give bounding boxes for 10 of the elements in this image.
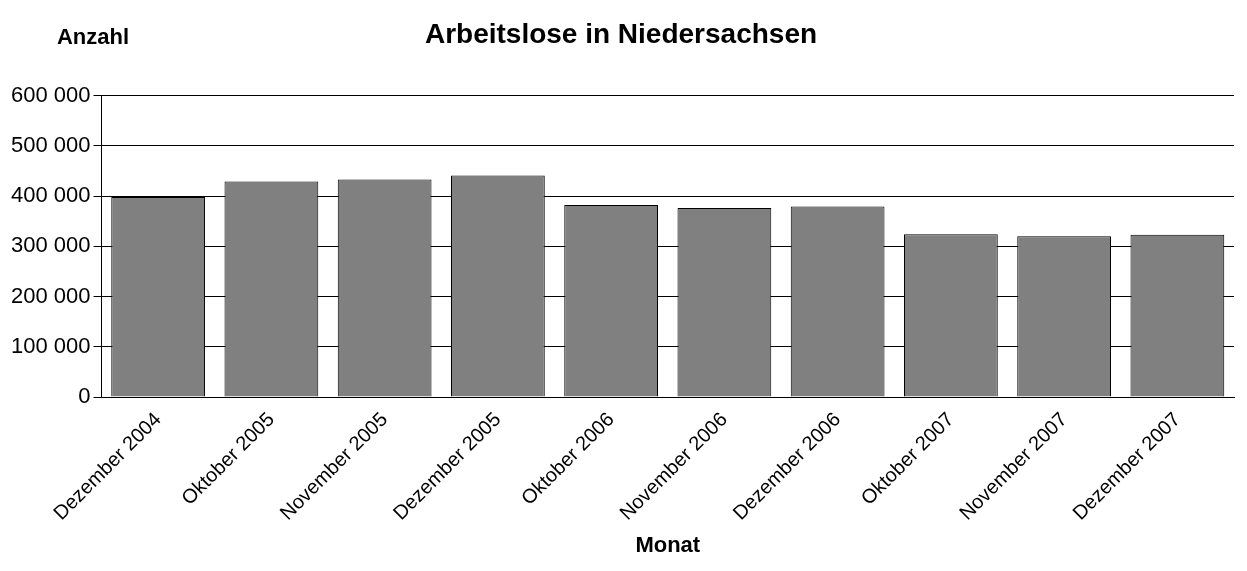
y-tick-label: 400 000 xyxy=(10,182,91,208)
y-tick-label: 100 000 xyxy=(10,332,91,358)
y-tick-label: 300 000 xyxy=(10,232,91,258)
y-axis-title: Anzahl xyxy=(56,24,130,50)
chart-title: Arbeitslose in Niedersachsen xyxy=(424,17,818,49)
y-tick-label: 200 000 xyxy=(10,282,91,308)
x-axis-title: Monat xyxy=(635,531,701,557)
y-tick-label: 0 xyxy=(78,383,91,409)
y-tick-label: 600 000 xyxy=(10,81,91,107)
y-tick-label: 500 000 xyxy=(10,131,91,157)
